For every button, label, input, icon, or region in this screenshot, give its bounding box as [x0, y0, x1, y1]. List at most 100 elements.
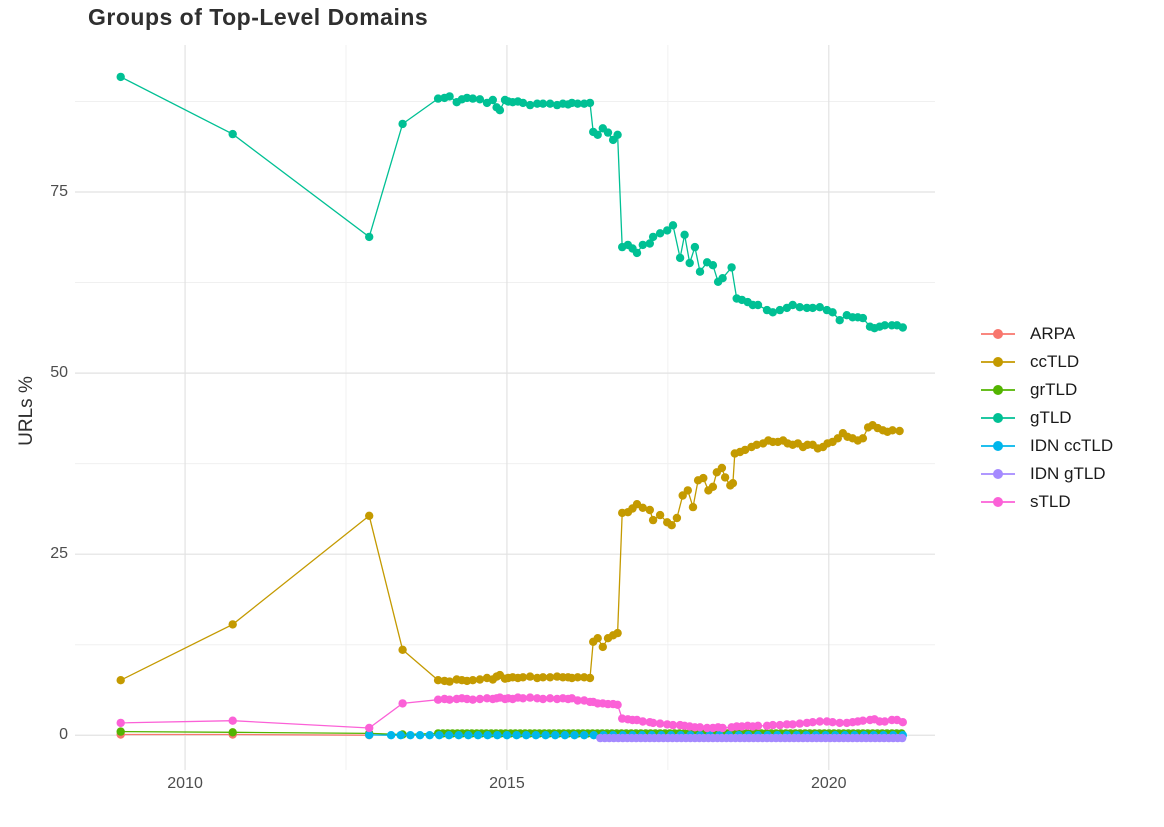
data-point-stld: [638, 717, 647, 726]
data-point-stld: [116, 718, 125, 728]
data-point-cctld: [573, 673, 582, 682]
data-point-gtld: [398, 119, 407, 129]
data-point-stld: [795, 719, 804, 728]
data-point-stld: [525, 693, 535, 702]
data-point-gtld: [533, 99, 542, 108]
data-point-gtld: [468, 94, 477, 103]
data-point-gtld: [815, 303, 824, 312]
data-point-cctld: [858, 434, 868, 443]
data-point-cctld: [720, 473, 730, 482]
y-tick-label: 50: [50, 364, 68, 382]
data-point-cctld: [116, 676, 125, 685]
data-point-cctld: [688, 502, 698, 512]
data-point-gtld: [495, 106, 505, 115]
data-point-gtld: [675, 253, 685, 263]
data-point-idn-cctld: [483, 731, 492, 740]
data-point-stld: [775, 720, 785, 730]
x-tick-label: 2010: [167, 775, 203, 792]
data-point-cctld: [833, 434, 842, 443]
data-point-stld: [573, 696, 582, 705]
data-point-gtld: [445, 92, 454, 101]
data-point-cctld: [678, 491, 687, 500]
data-point-stld: [788, 720, 797, 729]
data-point-cctld: [888, 426, 897, 435]
data-point-cctld: [475, 675, 485, 684]
data-point-stld: [858, 716, 868, 725]
data-point-stld: [538, 694, 548, 704]
data-point-gtld: [365, 232, 374, 242]
data-point-stld: [518, 694, 528, 703]
data-point-idn-cctld: [435, 731, 444, 740]
legend-item-grtld: grTLD: [980, 376, 1113, 404]
data-point-gtld: [593, 130, 602, 139]
data-point-idn-cctld: [502, 731, 512, 740]
legend-swatch-icon: [981, 441, 1015, 451]
data-point-cctld: [728, 479, 738, 488]
legend-item-idn-cctld: IDN ccTLD: [980, 432, 1113, 460]
data-point-gtld: [858, 313, 868, 323]
data-point-gtld: [695, 267, 705, 276]
legend-label: grTLD: [1030, 380, 1078, 399]
data-point-cctld: [585, 673, 595, 683]
data-point-gtld: [663, 226, 672, 235]
data-point-stld: [753, 721, 763, 730]
data-point-gtld: [795, 303, 804, 312]
data-point-stld: [782, 720, 792, 729]
data-point-gtld: [573, 99, 582, 108]
data-point-cctld: [717, 463, 727, 473]
data-point-stld: [475, 694, 485, 704]
data-point-gtld: [835, 316, 844, 325]
data-point-cctld: [228, 620, 237, 629]
data-point-idn-cctld: [386, 731, 396, 740]
data-point-cctld: [593, 634, 602, 643]
legend-swatch-icon: [981, 413, 1015, 423]
data-point-idn-cctld: [531, 731, 541, 740]
data-point-gtld: [538, 99, 548, 108]
data-point-stld: [613, 700, 622, 709]
legend-item-stld: sTLD: [980, 488, 1113, 516]
data-point-stld: [228, 716, 237, 725]
data-point-gtld: [690, 242, 700, 252]
data-point-gtld: [880, 321, 889, 330]
data-point-idn-cctld: [444, 731, 454, 740]
data-point-idn-cctld: [415, 731, 425, 740]
data-point-stld: [718, 723, 727, 733]
data-point-idn-cctld: [396, 731, 405, 740]
data-point-gtld: [802, 303, 812, 313]
legend-swatch-icon: [981, 357, 1015, 367]
data-point-gtld: [753, 300, 763, 310]
legend-label: IDN gTLD: [1030, 464, 1106, 483]
x-tick-label: 2015: [489, 775, 525, 792]
data-point-idn-cctld: [541, 731, 550, 740]
data-point-stld: [835, 718, 844, 728]
data-point-cctld: [645, 505, 654, 515]
legend-swatch-icon: [981, 497, 1015, 507]
y-tick-label: 0: [59, 726, 68, 744]
data-point-gtld: [228, 129, 237, 139]
data-point-idn-cctld: [580, 731, 589, 740]
data-point-idn-cctld: [589, 731, 598, 740]
data-point-stld: [808, 718, 817, 727]
data-point-stld: [695, 723, 705, 732]
data-point-stld: [468, 695, 477, 704]
legend-label: gTLD: [1030, 408, 1072, 427]
data-point-idn-cctld: [473, 731, 483, 740]
legend-item-cctld: ccTLD: [980, 348, 1113, 376]
data-point-stld: [433, 695, 443, 704]
data-point-cctld: [667, 521, 676, 530]
data-point-gtld: [585, 98, 595, 108]
legend-label: ccTLD: [1030, 352, 1080, 371]
data-point-cctld: [538, 673, 548, 682]
data-point-gtld: [668, 221, 678, 230]
data-point-idn-gtld: [898, 733, 907, 743]
data-point-gtld: [718, 274, 727, 283]
data-point-gtld: [488, 95, 497, 105]
data-point-gtld: [645, 239, 654, 248]
data-point-stld: [445, 695, 454, 704]
data-point-gtld: [775, 305, 785, 315]
data-point-gtld: [116, 72, 125, 82]
legend-item-arpa: ARPA: [980, 320, 1113, 348]
legend-label: IDN ccTLD: [1030, 436, 1114, 455]
data-point-stld: [398, 699, 407, 708]
